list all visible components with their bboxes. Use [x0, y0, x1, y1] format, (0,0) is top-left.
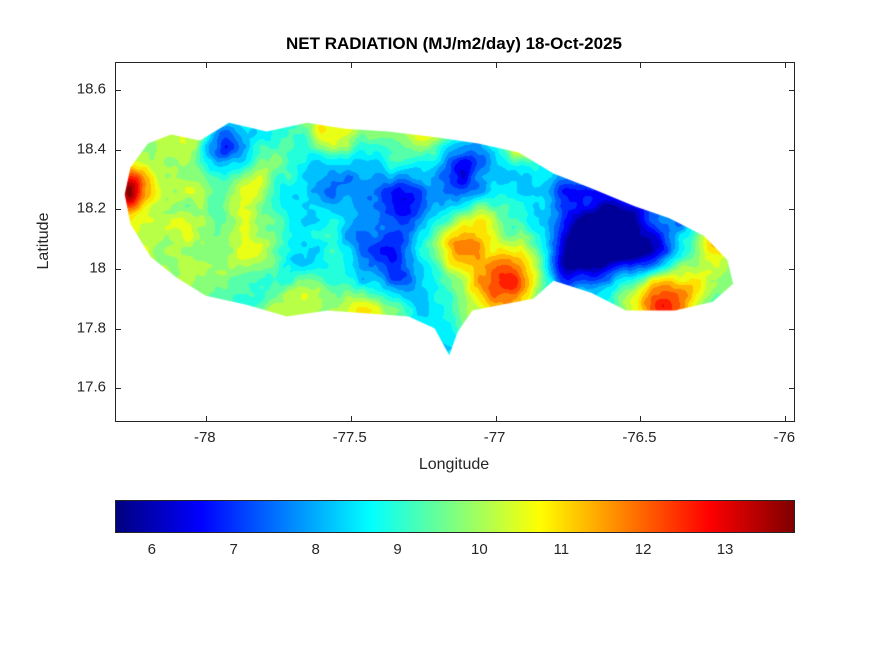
y-axis-label: Latitude	[35, 212, 52, 270]
x-tick-label: -77.5	[332, 429, 367, 446]
x-tick-label: -76	[773, 429, 796, 446]
colorbar-tick-label: 12	[634, 541, 652, 558]
y-tick-mark	[116, 209, 121, 211]
y-tick-mark	[789, 209, 794, 211]
x-tick-mark	[785, 63, 787, 68]
y-tick-mark	[116, 89, 121, 91]
y-tick-mark	[116, 328, 121, 330]
y-tick-mark	[789, 149, 794, 151]
x-tick-mark	[495, 63, 497, 68]
colorbar-tick-label: 7	[229, 541, 238, 558]
x-tick-label: -78	[193, 429, 216, 446]
y-tick-label: 17.6	[76, 378, 106, 396]
x-tick-label: -77	[483, 429, 506, 446]
x-tick-mark	[785, 416, 787, 421]
y-tick-label: 17.8	[76, 319, 106, 337]
chart-title: NET RADIATION (MJ/m2/day) 18-Oct-2025	[286, 34, 622, 53]
x-tick-label: -76.5	[622, 429, 657, 446]
radiation-map-canvas	[116, 63, 794, 421]
colorbar-tick-label: 13	[716, 541, 734, 558]
colorbar-tick-label: 6	[147, 541, 157, 558]
y-tick-label: 18.4	[76, 140, 106, 158]
x-tick-mark	[205, 416, 207, 421]
y-tick-label: 18	[89, 259, 106, 277]
x-tick-mark	[350, 63, 352, 68]
colorbar-tick-label: 8	[311, 541, 320, 558]
plot-box	[115, 62, 795, 422]
x-axis-label: Longitude	[418, 456, 490, 473]
y-tick-mark	[116, 388, 121, 390]
x-tick-mark	[640, 63, 642, 68]
x-tick-mark	[495, 416, 497, 421]
x-tick-mark	[205, 63, 207, 68]
y-tick-mark	[116, 268, 121, 270]
colorbar-tick-label: 11	[553, 541, 570, 558]
y-tick-label: 18.6	[76, 80, 106, 98]
colorbar	[115, 500, 795, 533]
colorbar-tick-label: 10	[471, 541, 488, 558]
colorbar-tick-label: 9	[393, 541, 402, 558]
y-tick-mark	[789, 268, 794, 270]
y-tick-label: 18.2	[76, 199, 106, 217]
y-tick-mark	[789, 89, 794, 91]
y-tick-mark	[789, 328, 794, 330]
y-tick-mark	[116, 149, 121, 151]
x-tick-mark	[640, 416, 642, 421]
x-tick-mark	[350, 416, 352, 421]
y-tick-mark	[789, 388, 794, 390]
